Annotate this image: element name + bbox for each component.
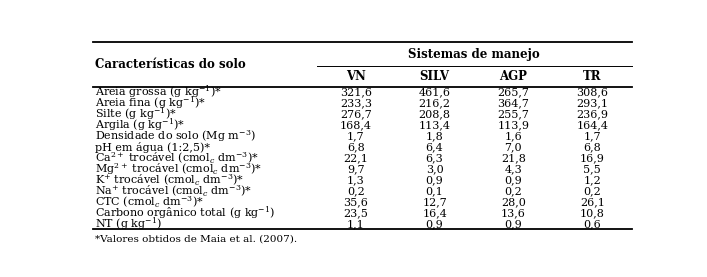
Text: SILV: SILV xyxy=(419,70,450,83)
Text: 308,6: 308,6 xyxy=(576,87,608,97)
Text: 0,2: 0,2 xyxy=(347,186,365,196)
Text: 276,7: 276,7 xyxy=(340,109,372,119)
Text: 9,7: 9,7 xyxy=(347,164,365,174)
Text: 26,1: 26,1 xyxy=(580,197,604,207)
Text: 16,9: 16,9 xyxy=(580,153,604,163)
Text: 1,1: 1,1 xyxy=(347,219,365,229)
Text: 1,8: 1,8 xyxy=(426,131,443,141)
Text: Ca$^{2+}$ trocável (cmol$_{c}$ dm$^{-3}$)*: Ca$^{2+}$ trocável (cmol$_{c}$ dm$^{-3}$… xyxy=(95,150,259,166)
Text: 233,3: 233,3 xyxy=(340,98,372,108)
Text: Areia fina (g kg$^{-1}$)*: Areia fina (g kg$^{-1}$)* xyxy=(95,95,206,111)
Text: *Valores obtidos de Maia et al. (2007).: *Valores obtidos de Maia et al. (2007). xyxy=(95,235,297,244)
Text: 0,6: 0,6 xyxy=(583,219,601,229)
Text: 35,6: 35,6 xyxy=(344,197,368,207)
Text: 1,6: 1,6 xyxy=(504,131,522,141)
Text: 10,8: 10,8 xyxy=(580,208,604,218)
Text: 22,1: 22,1 xyxy=(344,153,368,163)
Text: CTC (cmol$_{c}$ dm$^{-3}$)*: CTC (cmol$_{c}$ dm$^{-3}$)* xyxy=(95,194,204,210)
Text: Mg$^{2+}$ trocável (cmol$_{c}$ dm$^{-3}$)*: Mg$^{2+}$ trocável (cmol$_{c}$ dm$^{-3}$… xyxy=(95,161,262,177)
Text: 7,0: 7,0 xyxy=(505,142,522,152)
Text: AGP: AGP xyxy=(499,70,527,83)
Text: 23,5: 23,5 xyxy=(344,208,368,218)
Text: 1,7: 1,7 xyxy=(347,131,365,141)
Text: 6,8: 6,8 xyxy=(583,142,601,152)
Text: 164,4: 164,4 xyxy=(576,120,608,130)
Text: 6,4: 6,4 xyxy=(426,142,443,152)
Text: 4,3: 4,3 xyxy=(504,164,522,174)
Text: Densidade do solo (Mg m$^{-3}$): Densidade do solo (Mg m$^{-3}$) xyxy=(95,128,256,144)
Text: 208,8: 208,8 xyxy=(419,109,450,119)
Text: Características do solo: Características do solo xyxy=(95,58,246,71)
Text: Areia grossa (g kg$^{-1}$)*: Areia grossa (g kg$^{-1}$)* xyxy=(95,84,222,100)
Text: Carbono orgânico total (g kg$^{-1}$): Carbono orgânico total (g kg$^{-1}$) xyxy=(95,205,275,221)
Text: pH em água (1:2,5)*: pH em água (1:2,5)* xyxy=(95,142,210,153)
Text: 0,2: 0,2 xyxy=(504,186,522,196)
Text: 1,2: 1,2 xyxy=(583,175,601,185)
Text: Argila (g kg$^{-1}$)*: Argila (g kg$^{-1}$)* xyxy=(95,117,185,133)
Text: 3,0: 3,0 xyxy=(426,164,443,174)
Text: 255,7: 255,7 xyxy=(497,109,530,119)
Text: 0,9: 0,9 xyxy=(504,175,522,185)
Text: 5,5: 5,5 xyxy=(583,164,601,174)
Text: Sistemas de manejo: Sistemas de manejo xyxy=(409,48,540,61)
Text: VN: VN xyxy=(346,70,366,83)
Text: NT (g kg$^{-1}$): NT (g kg$^{-1}$) xyxy=(95,216,162,232)
Text: 0,1: 0,1 xyxy=(426,186,443,196)
Text: 6,3: 6,3 xyxy=(426,153,443,163)
Text: 13,6: 13,6 xyxy=(501,208,526,218)
Text: 21,8: 21,8 xyxy=(501,153,526,163)
Text: 321,6: 321,6 xyxy=(340,87,372,97)
Text: Na$^{+}$ trocável (cmol$_{c}$ dm$^{-3}$)*: Na$^{+}$ trocável (cmol$_{c}$ dm$^{-3}$)… xyxy=(95,183,252,199)
Text: 6,8: 6,8 xyxy=(347,142,365,152)
Text: 364,7: 364,7 xyxy=(497,98,530,108)
Text: 12,7: 12,7 xyxy=(422,197,447,207)
Text: 16,4: 16,4 xyxy=(422,208,447,218)
Text: 0,9: 0,9 xyxy=(426,219,443,229)
Text: 265,7: 265,7 xyxy=(497,87,530,97)
Text: TR: TR xyxy=(583,70,602,83)
Text: 0,9: 0,9 xyxy=(426,175,443,185)
Text: 0,9: 0,9 xyxy=(504,219,522,229)
Text: 293,1: 293,1 xyxy=(576,98,608,108)
Text: 1,7: 1,7 xyxy=(583,131,601,141)
Text: 28,0: 28,0 xyxy=(501,197,526,207)
Text: 113,9: 113,9 xyxy=(497,120,530,130)
Text: 113,4: 113,4 xyxy=(419,120,450,130)
Text: 168,4: 168,4 xyxy=(340,120,372,130)
Text: 461,6: 461,6 xyxy=(419,87,450,97)
Text: 236,9: 236,9 xyxy=(576,109,608,119)
Text: Silte (g kg$^{-1}$)*: Silte (g kg$^{-1}$)* xyxy=(95,106,177,122)
Text: 216,2: 216,2 xyxy=(419,98,450,108)
Text: K$^{+}$ trocável (cmol$_{c}$ dm$^{-3}$)*: K$^{+}$ trocável (cmol$_{c}$ dm$^{-3}$)* xyxy=(95,172,244,188)
Text: 1,3: 1,3 xyxy=(347,175,365,185)
Text: 0,2: 0,2 xyxy=(583,186,601,196)
